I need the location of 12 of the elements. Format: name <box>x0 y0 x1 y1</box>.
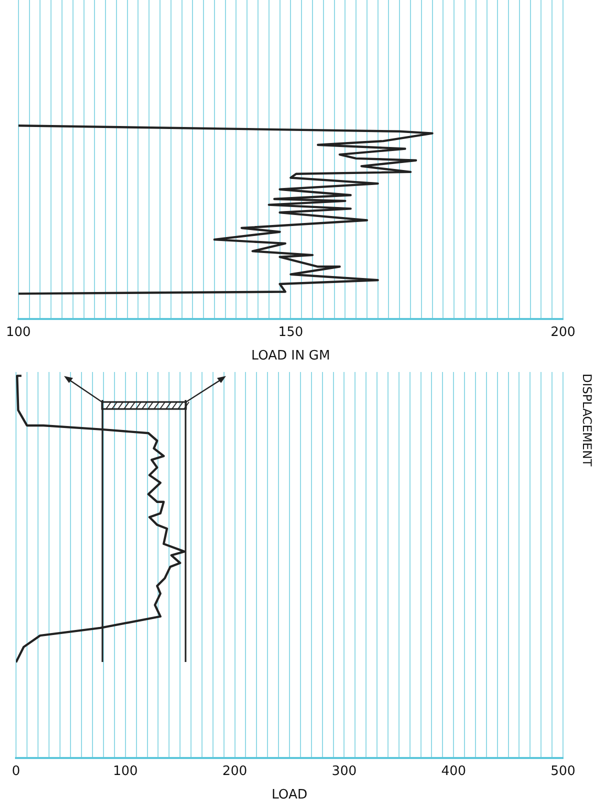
x-tick-label: 500 <box>550 764 576 779</box>
y-axis-title: DISPLACEMENT <box>579 372 593 468</box>
x-tick-label: 100 <box>112 764 138 779</box>
x-tick-label: 400 <box>441 764 466 779</box>
x-tick-label: 200 <box>222 764 248 779</box>
x-axis-title: LOAD IN GM <box>251 348 330 364</box>
x-tick-label: 100 <box>6 324 31 340</box>
x-tick-label: 200 <box>550 324 576 340</box>
x-axis-title: LOAD <box>272 788 308 803</box>
x-tick-label: 0 <box>12 764 20 779</box>
x-tick-label: 150 <box>278 324 304 340</box>
x-tick-label: 300 <box>332 764 357 779</box>
